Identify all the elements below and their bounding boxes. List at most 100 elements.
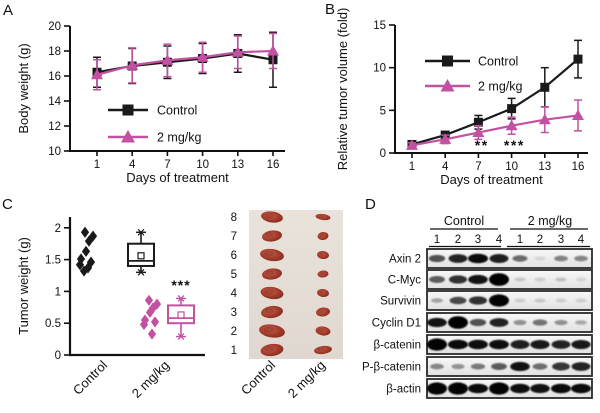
blot-row-6: β-actin <box>386 378 593 399</box>
svg-text:***: *** <box>504 137 525 153</box>
svg-text:2: 2 <box>455 234 461 246</box>
bands <box>430 361 591 372</box>
svg-text:4: 4 <box>496 234 503 246</box>
svg-text:3: 3 <box>231 307 237 319</box>
blot-row-2: Survivin <box>380 290 593 311</box>
svg-text:1: 1 <box>231 345 237 357</box>
bands <box>427 382 591 395</box>
svg-text:Control: Control <box>444 214 484 228</box>
svg-text:β-actin: β-actin <box>386 384 421 396</box>
svg-text:10: 10 <box>196 159 209 171</box>
svg-text:5: 5 <box>380 105 386 117</box>
y-axis-label: Body weight (g) <box>16 43 31 133</box>
svg-text:2 mg/kg: 2 mg/kg <box>129 358 172 401</box>
significance-annotation: *** <box>171 277 190 293</box>
svg-text:0: 0 <box>380 148 386 160</box>
svg-text:20: 20 <box>48 21 61 33</box>
svg-text:14: 14 <box>48 96 61 108</box>
treated-tumors <box>314 213 332 355</box>
bands <box>429 273 587 286</box>
svg-text:4: 4 <box>442 161 449 173</box>
svg-text:**: ** <box>475 137 489 153</box>
svg-text:Tumor weight (g): Tumor weight (g) <box>16 237 31 335</box>
x-axis-label: Days of treatment <box>440 172 543 187</box>
series-2-mg-kg <box>406 99 584 150</box>
svg-text:16: 16 <box>572 161 585 173</box>
y-tick-labels: 0 5 10 15 <box>373 20 395 160</box>
svg-text:Days of treatment: Days of treatment <box>440 172 543 187</box>
group-control: Control <box>70 226 155 398</box>
group-label: Control <box>70 357 110 397</box>
svg-text:16: 16 <box>48 71 61 83</box>
svg-text:2 mg/kg: 2 mg/kg <box>285 358 328 401</box>
svg-text:2: 2 <box>55 223 61 235</box>
photo-background <box>249 210 343 359</box>
svg-text:12: 12 <box>48 121 61 133</box>
x-tick-labels: 1 4 7 10 13 16 <box>409 153 585 173</box>
bands <box>428 253 588 264</box>
western-blot-panel: Control 2 mg/kg 1 2 3 4 1 2 3 4 Axin 2 C-Myc Survivi… <box>362 214 593 399</box>
svg-text:10: 10 <box>48 146 61 158</box>
svg-text:18: 18 <box>48 46 61 58</box>
svg-text:10: 10 <box>505 161 518 173</box>
svg-text:***: *** <box>171 277 190 293</box>
control-tumors <box>259 211 285 357</box>
svg-text:P-β-catenin: P-β-catenin <box>362 362 421 374</box>
svg-text:7: 7 <box>475 161 481 173</box>
x-tick-labels: 1 4 7 10 13 16 <box>94 151 280 171</box>
svg-text:2: 2 <box>231 326 237 338</box>
svg-text:1: 1 <box>517 234 523 246</box>
svg-text:16: 16 <box>267 159 280 171</box>
blot-row-0: Axin 2 <box>389 248 593 269</box>
tumor-weight-chart: 0 0.5 1 1.5 2 Tumor weight (g) Control *** 2 mg/… <box>16 217 205 401</box>
svg-text:Control: Control <box>238 357 278 397</box>
y-axis-label: Relative tumor volume (fold) <box>335 8 350 171</box>
svg-text:3: 3 <box>558 234 564 246</box>
svg-text:2: 2 <box>537 234 543 246</box>
svg-text:Control: Control <box>478 55 518 69</box>
bands <box>431 294 587 307</box>
svg-text:4: 4 <box>578 234 585 246</box>
photo-column-labels: Control 2 mg/kg <box>238 357 328 400</box>
box-plot <box>167 294 195 340</box>
y-tick-labels: 10 12 14 16 18 20 <box>48 21 70 158</box>
scatter-points <box>75 226 98 277</box>
group-2-mg-kg: *** 2 mg/kg <box>129 277 195 401</box>
svg-text:C-Myc: C-Myc <box>388 275 421 287</box>
svg-text:Control: Control <box>157 104 197 118</box>
svg-text:10: 10 <box>373 63 386 75</box>
blot-row-3: Cyclin D1 <box>372 312 593 333</box>
lane-group-headers: Control 2 mg/kg <box>430 214 588 230</box>
svg-text:6: 6 <box>231 250 237 262</box>
significance-annotation: ** <box>475 137 489 153</box>
svg-text:3: 3 <box>475 234 481 246</box>
panel-label-d: D <box>365 196 376 213</box>
series-2-mg-kg <box>91 32 279 91</box>
svg-text:2 mg/kg: 2 mg/kg <box>157 131 202 145</box>
svg-text:8: 8 <box>231 212 237 224</box>
svg-text:Cyclin D1: Cyclin D1 <box>372 318 421 330</box>
bands <box>427 316 587 329</box>
scatter-points <box>139 294 162 340</box>
svg-text:Days of treatment: Days of treatment <box>126 170 229 185</box>
legend: Control 2 mg/kg <box>108 104 202 145</box>
svg-text:Axin 2: Axin 2 <box>389 254 421 266</box>
bands <box>427 338 591 351</box>
svg-text:Survivin: Survivin <box>380 296 421 308</box>
svg-text:1: 1 <box>94 159 100 171</box>
svg-text:13: 13 <box>538 161 551 173</box>
tumor-volume-chart: 0 5 10 15 1 4 7 10 13 16 Days of treatment Relative… <box>335 8 588 187</box>
tumor-row-numbers: 8 7 6 5 4 3 2 1 <box>231 212 238 357</box>
svg-text:Relative tumor volume (fold): Relative tumor volume (fold) <box>335 8 350 171</box>
blot-row-4: β-catenin <box>373 334 593 355</box>
panel-label-a: A <box>3 2 14 19</box>
svg-text:1: 1 <box>409 161 415 173</box>
box-plot <box>127 228 155 276</box>
svg-text:Control: Control <box>70 357 110 397</box>
blot-row-1: C-Myc <box>388 269 593 290</box>
svg-text:β-catenin: β-catenin <box>373 340 421 352</box>
group-label: 2 mg/kg <box>129 358 172 401</box>
